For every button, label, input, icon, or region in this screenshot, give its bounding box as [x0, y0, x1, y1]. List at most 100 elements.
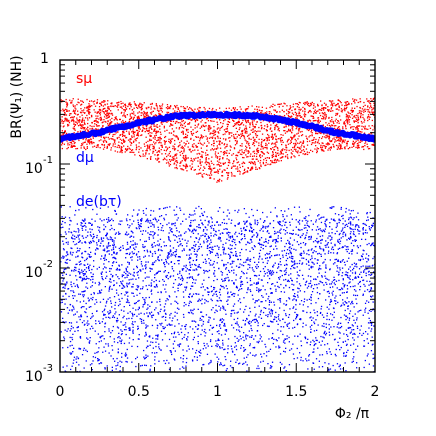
data-point [81, 219, 84, 221]
data-point [137, 338, 139, 340]
data-point [123, 114, 125, 116]
data-point [279, 261, 281, 263]
data-point [294, 156, 296, 158]
data-point [136, 243, 138, 245]
data-point [207, 154, 209, 156]
data-point [320, 248, 322, 250]
data-point [94, 252, 96, 255]
data-point [209, 167, 211, 169]
data-point [135, 254, 138, 256]
data-point [150, 231, 152, 233]
data-point [155, 114, 157, 117]
data-point [236, 159, 238, 161]
data-point [97, 248, 99, 250]
data-point [195, 229, 197, 231]
data-point [195, 321, 197, 323]
data-point [370, 310, 372, 312]
data-point [207, 294, 210, 296]
data-point [223, 306, 225, 308]
data-point [265, 257, 267, 260]
data-point [282, 141, 284, 143]
data-point [347, 248, 349, 250]
data-point [296, 106, 299, 108]
data-point [215, 293, 217, 295]
data-point [107, 106, 109, 108]
data-point [107, 100, 109, 102]
data-point [143, 112, 145, 115]
data-point [326, 315, 328, 317]
data-point [193, 143, 195, 145]
data-point [143, 127, 145, 130]
data-point [304, 115, 306, 117]
data-point [130, 144, 132, 146]
data-point [182, 358, 184, 360]
data-point [210, 120, 212, 122]
data-point [339, 138, 342, 140]
data-point [126, 284, 128, 286]
data-point [199, 167, 202, 169]
data-point [228, 218, 230, 220]
data-point [99, 147, 101, 149]
data-point [299, 260, 301, 262]
data-point [86, 106, 88, 108]
data-point [116, 119, 118, 121]
data-point [299, 269, 301, 272]
data-point [109, 317, 111, 319]
data-point [336, 139, 339, 142]
data-point [222, 246, 224, 248]
data-point [302, 140, 305, 142]
data-point [131, 135, 133, 137]
data-point [292, 106, 294, 108]
data-point [176, 219, 178, 221]
data-point [78, 364, 80, 366]
data-point [104, 226, 107, 228]
data-point [239, 335, 241, 337]
data-point [218, 164, 220, 166]
data-point [196, 254, 198, 256]
data-point [267, 225, 270, 227]
data-point [344, 274, 346, 276]
data-point [103, 100, 105, 102]
data-point [170, 159, 173, 161]
data-point [282, 134, 284, 136]
data-point [307, 111, 309, 114]
data-point [233, 134, 235, 136]
data-point [267, 230, 269, 232]
data-point [326, 278, 328, 280]
data-point [296, 118, 298, 120]
data-point [270, 148, 272, 150]
data-point [118, 101, 120, 104]
data-point [185, 303, 187, 306]
data-point [330, 110, 332, 112]
data-point [83, 147, 85, 149]
data-point [215, 156, 217, 158]
data-point [218, 246, 220, 248]
data-point [225, 253, 227, 255]
data-point [106, 146, 108, 149]
data-point [182, 169, 185, 171]
data-point [140, 318, 143, 321]
data-point [239, 137, 241, 139]
data-point [88, 341, 90, 343]
data-point [145, 129, 148, 131]
data-point [146, 112, 148, 115]
data-point [63, 121, 65, 123]
data-point [131, 286, 133, 288]
data-point [271, 143, 273, 145]
data-point [358, 130, 360, 132]
data-point [343, 108, 345, 111]
data-point [231, 262, 234, 264]
data-point [236, 142, 238, 145]
data-point [324, 344, 326, 346]
data-point [172, 145, 174, 147]
data-point [185, 128, 188, 131]
data-point [262, 285, 264, 287]
data-point [264, 164, 266, 167]
data-point [361, 128, 363, 130]
data-point [276, 271, 278, 274]
data-point [102, 105, 104, 107]
data-point [338, 140, 340, 142]
data-point [76, 123, 78, 125]
data-point [240, 135, 242, 138]
data-point [323, 117, 325, 119]
